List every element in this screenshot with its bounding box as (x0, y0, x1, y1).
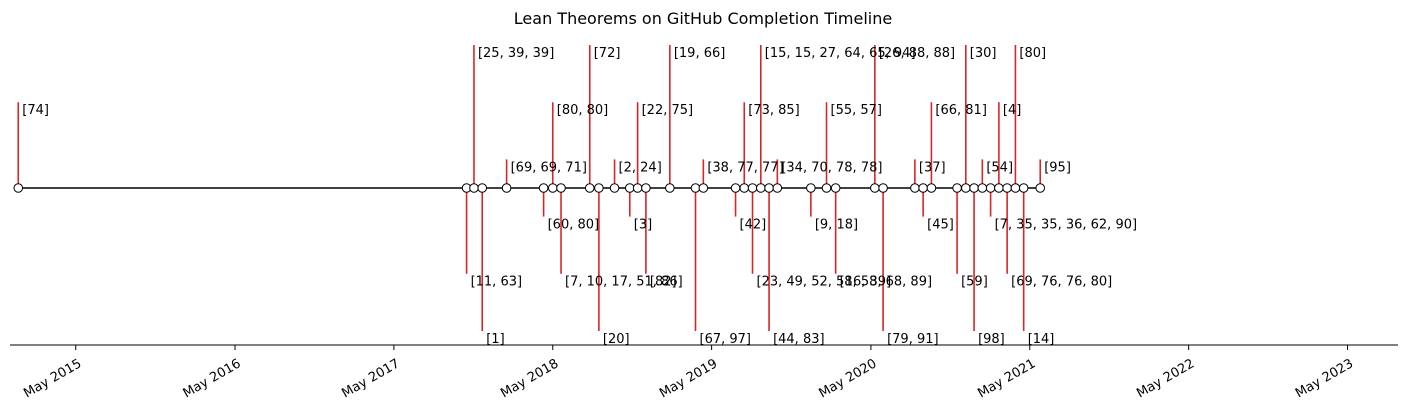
event-marker (994, 183, 1004, 193)
event-marker (870, 183, 880, 193)
x-tick-label: May 2020 (816, 356, 879, 401)
event-label: [16, 39] (840, 275, 892, 290)
event-marker (977, 183, 988, 193)
x-axis-ticks: May 2015 May 2016 May 2017 May 2018 May 2019… (21, 345, 1356, 401)
event-label: [54] (986, 160, 1013, 175)
event-label: [20] (603, 332, 630, 347)
event-label: [9, 18] (815, 217, 858, 232)
event-label: [67, 97] (700, 332, 752, 347)
event-label: [1] (486, 332, 504, 347)
event-label: [95] (1044, 160, 1071, 175)
event-label: [7, 10, 17, 51, 86] (565, 275, 683, 290)
event-marker (624, 183, 635, 193)
event-label: [30] (970, 46, 997, 61)
event-label: [19, 66] (674, 46, 726, 61)
event-label: [23, 49, 52, 58, 58, 68, 89] (757, 275, 933, 290)
event-marker (1018, 183, 1029, 193)
event-marker (594, 183, 604, 193)
event-marker (764, 183, 774, 193)
event-label: [22, 75] (642, 103, 694, 118)
event-label: [79, 91] (887, 332, 939, 347)
event-marker (985, 183, 996, 193)
event-label: [25, 39, 39] (478, 46, 554, 61)
labels-layer: [74] [11, 63] [25, 39, 39] [1] [69, 69, 71] [… (22, 46, 1137, 347)
chart-title: Lean Theorems on GitHub Completion Timel… (514, 9, 892, 28)
event-marker (961, 183, 971, 193)
x-tick-label: May 2023 (1293, 356, 1356, 401)
event-label: [34, 70, 78, 78] (781, 160, 882, 175)
event-marker (538, 183, 549, 193)
x-tick-label: May 2021 (975, 356, 1038, 401)
x-tick-label: May 2016 (181, 356, 244, 401)
event-marker (632, 183, 643, 193)
event-label: [42] (740, 217, 767, 232)
markers-layer (13, 183, 1046, 193)
event-marker (556, 183, 566, 193)
event-marker (13, 183, 24, 193)
event-label: [3] (634, 217, 652, 232)
event-label: [60, 80] (548, 217, 600, 232)
event-marker (1035, 183, 1046, 193)
event-marker (730, 183, 741, 193)
event-marker (641, 183, 651, 193)
event-marker (609, 183, 620, 193)
event-label: [14] (1028, 332, 1055, 347)
x-tick-label: May 2018 (498, 356, 561, 401)
event-label: [98] (978, 332, 1005, 347)
x-tick-label: May 2015 (21, 356, 84, 401)
event-label: [7, 35, 35, 36, 62, 90] (995, 217, 1137, 232)
event-marker (747, 183, 758, 193)
event-marker (1010, 183, 1021, 193)
event-label: [66, 81] (935, 103, 987, 118)
event-label: [74] (22, 103, 49, 118)
event-marker (821, 183, 832, 193)
event-marker (690, 183, 701, 193)
event-label: [72] (594, 46, 621, 61)
event-marker (830, 183, 841, 193)
event-marker (477, 183, 488, 193)
event-label: [73, 85] (748, 103, 800, 118)
event-label: [59] (961, 275, 988, 290)
event-marker (665, 183, 675, 193)
event-label: [55, 57] (831, 103, 883, 118)
event-marker (806, 183, 816, 193)
event-marker (969, 183, 979, 193)
event-marker (698, 183, 709, 193)
event-marker (878, 183, 888, 193)
x-tick-label: May 2019 (657, 356, 720, 401)
x-tick-label: May 2017 (339, 356, 402, 401)
event-marker (772, 183, 783, 193)
event-label: [69, 76, 76, 80] (1011, 275, 1112, 290)
event-marker (469, 183, 479, 193)
event-label: [2, 24] (619, 160, 662, 175)
event-label: [11, 63] (471, 275, 523, 290)
event-label: [80] (1019, 46, 1046, 61)
event-label: [4] (1003, 103, 1021, 118)
event-label: [45] (927, 217, 954, 232)
event-marker (918, 183, 928, 193)
event-label: [15, 15, 27, 64, 65, 94] (765, 46, 916, 61)
event-marker (910, 183, 920, 193)
event-label: [44, 83] (773, 332, 825, 347)
event-label: [26, 88, 88] (879, 46, 955, 61)
event-label: [80, 80] (557, 103, 609, 118)
event-label: [38, 77, 77] (707, 160, 783, 175)
event-marker (926, 183, 937, 193)
event-marker (1002, 183, 1012, 193)
event-label: [69, 69, 71] (511, 160, 587, 175)
event-marker (739, 183, 750, 193)
event-marker (584, 183, 595, 193)
event-marker (952, 183, 962, 193)
event-marker (501, 183, 512, 193)
x-tick-label: May 2022 (1134, 356, 1197, 401)
event-marker (547, 183, 558, 193)
event-label: [37] (919, 160, 946, 175)
event-label: [82] (650, 275, 677, 290)
event-marker (755, 183, 766, 193)
